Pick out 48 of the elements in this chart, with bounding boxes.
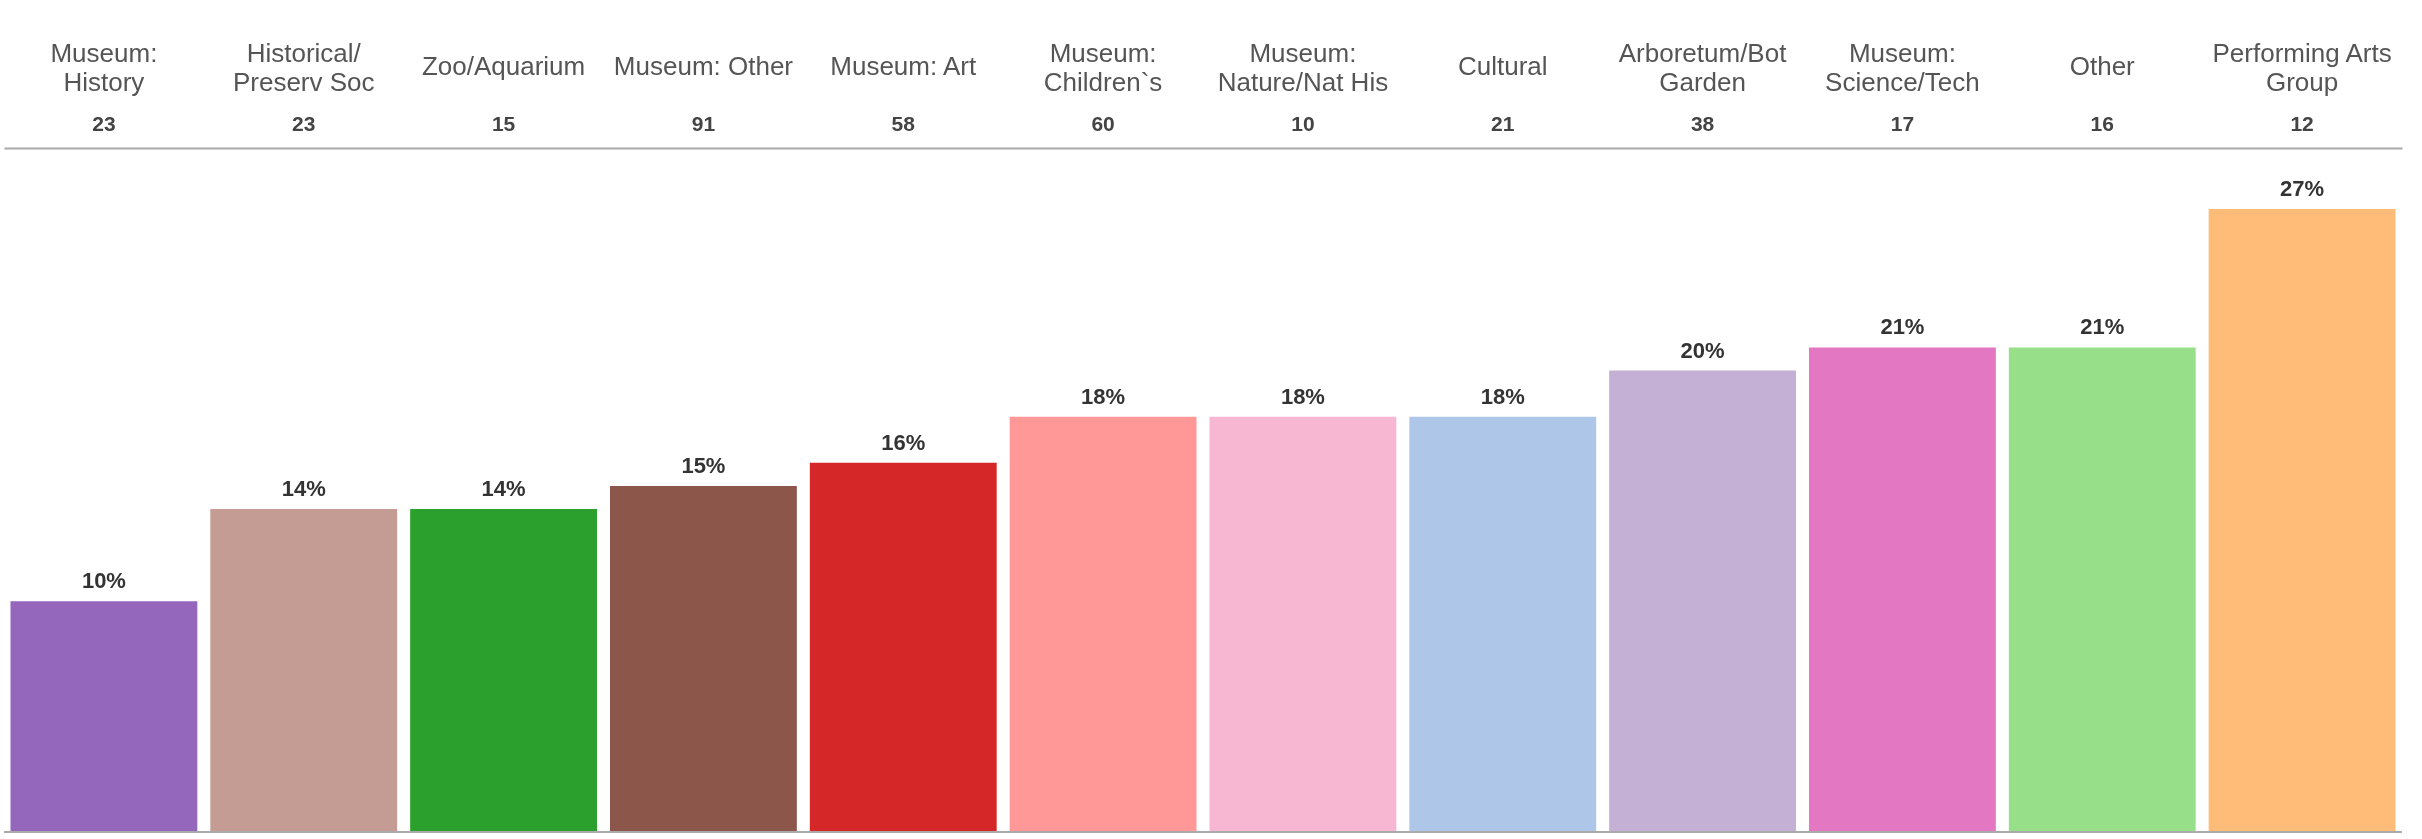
bar [10, 601, 198, 832]
text: 23 [92, 112, 116, 135]
data-label: 10% [81, 568, 126, 594]
data-label: 18% [1480, 383, 1525, 409]
x-tick-label: Zoo/Aquarium [421, 50, 586, 81]
x-tick-label: Museum: Nature/Nat His [1217, 37, 1389, 97]
x-tick-label: Historical/Preserv Soc [232, 37, 375, 97]
data-label: 27% [2280, 176, 2325, 201]
bar [1009, 416, 1197, 832]
data-label: 20% [1680, 337, 1725, 363]
bar [2208, 209, 2396, 832]
data-label: 21% [1880, 314, 1925, 340]
text: 16 [2090, 112, 2114, 135]
bar [210, 508, 398, 832]
bar [1209, 416, 1397, 832]
text: 23 [292, 112, 316, 135]
text: 15 [491, 112, 516, 135]
text: 21 [1491, 112, 1515, 135]
x-tick-label: Performing Arts Group [2212, 37, 2392, 97]
x-tick-label: Cultural [1457, 50, 1548, 81]
text: 38 [1690, 112, 1715, 135]
bar [609, 485, 797, 832]
text: 10 [1291, 112, 1315, 135]
x-tick-label: Other [2069, 50, 2136, 81]
data-label: 21% [2080, 314, 2125, 340]
x-tick-label: Museum: History [50, 37, 158, 97]
bar [1409, 416, 1597, 832]
bar [1609, 370, 1797, 832]
data-label: 14% [481, 475, 526, 501]
bar [1808, 347, 1996, 832]
data-label: 18% [1081, 383, 1126, 409]
x-tick-label: Museum: Science/Tech [1825, 37, 1980, 97]
text: 12 [2290, 112, 2314, 135]
bar [2008, 347, 2196, 832]
text: 60 [1091, 112, 1115, 135]
text: 91 [691, 112, 716, 135]
data-label: 14% [281, 475, 326, 501]
bar [410, 508, 598, 832]
x-tick-label: Museum: Art [830, 50, 977, 81]
x-tick-label: Arboretum/Bot Garden [1618, 37, 1788, 97]
text: 58 [891, 112, 916, 135]
x-tick-label: Museum: Other [613, 50, 794, 81]
data-label: 15% [681, 452, 726, 478]
text: 17 [1890, 112, 1915, 135]
data-label: 16% [881, 429, 926, 455]
x-tick-label: Museum: Children`s [1043, 37, 1163, 97]
bar [809, 462, 997, 832]
data-label: 18% [1280, 383, 1325, 409]
